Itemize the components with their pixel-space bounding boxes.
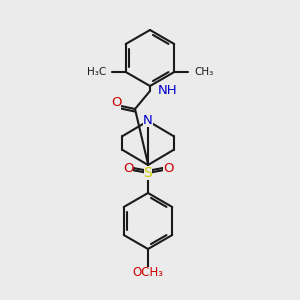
Text: NH: NH: [158, 85, 178, 98]
Text: N: N: [143, 113, 153, 127]
Text: S: S: [144, 166, 152, 180]
Text: CH₃: CH₃: [194, 67, 214, 77]
Text: O: O: [123, 161, 133, 175]
Text: H₃C: H₃C: [86, 67, 106, 77]
Text: OCH₃: OCH₃: [133, 266, 164, 280]
Text: O: O: [163, 161, 173, 175]
Text: O: O: [111, 97, 121, 110]
